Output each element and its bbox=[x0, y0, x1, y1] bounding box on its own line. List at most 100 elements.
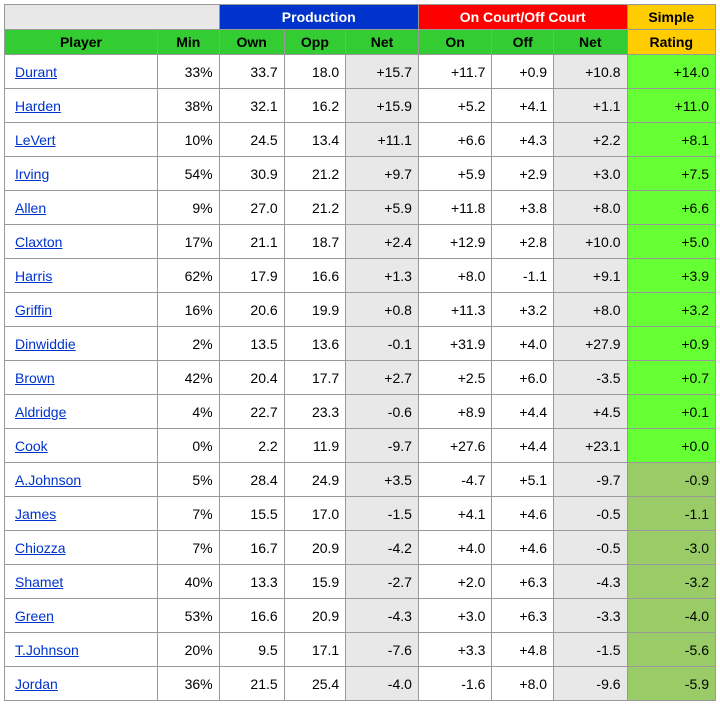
table-row: Cook0%2.211.9-9.7+27.6+4.4+23.1+0.0 bbox=[5, 429, 716, 463]
rating-cell: +5.0 bbox=[627, 225, 715, 259]
player-cell: Cook bbox=[5, 429, 158, 463]
player-link[interactable]: Jordan bbox=[15, 676, 58, 692]
col-net-prod: Net bbox=[346, 30, 419, 55]
off-cell: +8.0 bbox=[492, 667, 554, 701]
min-cell: 10% bbox=[158, 123, 220, 157]
on-cell: +2.5 bbox=[418, 361, 491, 395]
net-court-cell: +8.0 bbox=[554, 191, 628, 225]
net-court-cell: -3.5 bbox=[554, 361, 628, 395]
net-prod-cell: -0.6 bbox=[346, 395, 419, 429]
opp-cell: 18.0 bbox=[284, 55, 346, 89]
off-cell: +4.6 bbox=[492, 531, 554, 565]
col-own: Own bbox=[219, 30, 284, 55]
group-header-production: Production bbox=[219, 5, 418, 30]
net-prod-cell: +11.1 bbox=[346, 123, 419, 157]
player-link[interactable]: Cook bbox=[15, 438, 48, 454]
table-row: Chiozza7%16.720.9-4.2+4.0+4.6-0.5-3.0 bbox=[5, 531, 716, 565]
rating-cell: +6.6 bbox=[627, 191, 715, 225]
player-link[interactable]: Claxton bbox=[15, 234, 62, 250]
on-cell: +8.0 bbox=[418, 259, 491, 293]
own-cell: 33.7 bbox=[219, 55, 284, 89]
own-cell: 15.5 bbox=[219, 497, 284, 531]
rating-cell: +7.5 bbox=[627, 157, 715, 191]
group-header-simple: Simple bbox=[627, 5, 715, 30]
player-cell: Irving bbox=[5, 157, 158, 191]
player-cell: Jordan bbox=[5, 667, 158, 701]
table-row: LeVert10%24.513.4+11.1+6.6+4.3+2.2+8.1 bbox=[5, 123, 716, 157]
net-prod-cell: +2.4 bbox=[346, 225, 419, 259]
net-court-cell: +27.9 bbox=[554, 327, 628, 361]
col-net-court: Net bbox=[554, 30, 628, 55]
player-link[interactable]: Aldridge bbox=[15, 404, 66, 420]
player-link[interactable]: T.Johnson bbox=[15, 642, 79, 658]
min-cell: 5% bbox=[158, 463, 220, 497]
player-cell: Dinwiddie bbox=[5, 327, 158, 361]
on-cell: +2.0 bbox=[418, 565, 491, 599]
min-cell: 53% bbox=[158, 599, 220, 633]
min-cell: 42% bbox=[158, 361, 220, 395]
off-cell: +4.0 bbox=[492, 327, 554, 361]
rating-cell: -5.6 bbox=[627, 633, 715, 667]
net-prod-cell: -2.7 bbox=[346, 565, 419, 599]
min-cell: 40% bbox=[158, 565, 220, 599]
rating-cell: +11.0 bbox=[627, 89, 715, 123]
on-cell: +12.9 bbox=[418, 225, 491, 259]
net-prod-cell: +1.3 bbox=[346, 259, 419, 293]
player-link[interactable]: LeVert bbox=[15, 132, 55, 148]
net-prod-cell: -1.5 bbox=[346, 497, 419, 531]
rating-cell: -3.2 bbox=[627, 565, 715, 599]
opp-cell: 23.3 bbox=[284, 395, 346, 429]
table-row: James7%15.517.0-1.5+4.1+4.6-0.5-1.1 bbox=[5, 497, 716, 531]
net-prod-cell: +9.7 bbox=[346, 157, 419, 191]
player-link[interactable]: James bbox=[15, 506, 56, 522]
on-cell: +31.9 bbox=[418, 327, 491, 361]
col-opp: Opp bbox=[284, 30, 346, 55]
player-link[interactable]: Chiozza bbox=[15, 540, 66, 556]
opp-cell: 19.9 bbox=[284, 293, 346, 327]
player-link[interactable]: Allen bbox=[15, 200, 46, 216]
rating-cell: -1.1 bbox=[627, 497, 715, 531]
off-cell: +4.8 bbox=[492, 633, 554, 667]
rating-cell: +8.1 bbox=[627, 123, 715, 157]
player-link[interactable]: Green bbox=[15, 608, 54, 624]
table-row: Harris62%17.916.6+1.3+8.0-1.1+9.1+3.9 bbox=[5, 259, 716, 293]
rating-cell: +3.2 bbox=[627, 293, 715, 327]
player-link[interactable]: Durant bbox=[15, 64, 57, 80]
player-cell: Brown bbox=[5, 361, 158, 395]
player-link[interactable]: Harden bbox=[15, 98, 61, 114]
own-cell: 13.5 bbox=[219, 327, 284, 361]
table-row: Dinwiddie2%13.513.6-0.1+31.9+4.0+27.9+0.… bbox=[5, 327, 716, 361]
net-court-cell: +9.1 bbox=[554, 259, 628, 293]
net-court-cell: +10.8 bbox=[554, 55, 628, 89]
col-min: Min bbox=[158, 30, 220, 55]
own-cell: 28.4 bbox=[219, 463, 284, 497]
net-court-cell: +1.1 bbox=[554, 89, 628, 123]
col-on: On bbox=[418, 30, 491, 55]
player-link[interactable]: Griffin bbox=[15, 302, 52, 318]
table-row: Allen9%27.021.2+5.9+11.8+3.8+8.0+6.6 bbox=[5, 191, 716, 225]
own-cell: 13.3 bbox=[219, 565, 284, 599]
col-player: Player bbox=[5, 30, 158, 55]
player-link[interactable]: Brown bbox=[15, 370, 55, 386]
table-row: Claxton17%21.118.7+2.4+12.9+2.8+10.0+5.0 bbox=[5, 225, 716, 259]
own-cell: 16.6 bbox=[219, 599, 284, 633]
on-cell: +3.3 bbox=[418, 633, 491, 667]
off-cell: +6.0 bbox=[492, 361, 554, 395]
player-link[interactable]: Dinwiddie bbox=[15, 336, 76, 352]
table-row: Shamet40%13.315.9-2.7+2.0+6.3-4.3-3.2 bbox=[5, 565, 716, 599]
own-cell: 30.9 bbox=[219, 157, 284, 191]
player-cell: Green bbox=[5, 599, 158, 633]
player-link[interactable]: Shamet bbox=[15, 574, 63, 590]
rating-cell: +3.9 bbox=[627, 259, 715, 293]
player-link[interactable]: A.Johnson bbox=[15, 472, 81, 488]
player-link[interactable]: Irving bbox=[15, 166, 49, 182]
player-link[interactable]: Harris bbox=[15, 268, 52, 284]
off-cell: +4.3 bbox=[492, 123, 554, 157]
opp-cell: 17.1 bbox=[284, 633, 346, 667]
net-prod-cell: -7.6 bbox=[346, 633, 419, 667]
own-cell: 32.1 bbox=[219, 89, 284, 123]
min-cell: 54% bbox=[158, 157, 220, 191]
table-row: Brown42%20.417.7+2.7+2.5+6.0-3.5+0.7 bbox=[5, 361, 716, 395]
table-row: Irving54%30.921.2+9.7+5.9+2.9+3.0+7.5 bbox=[5, 157, 716, 191]
on-cell: -1.6 bbox=[418, 667, 491, 701]
